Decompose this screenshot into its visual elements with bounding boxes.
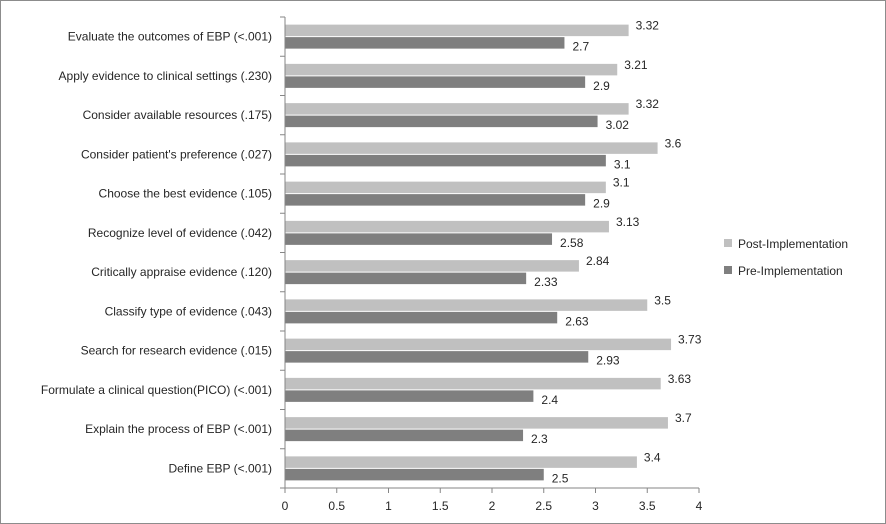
x-tick-label: 1.5 [432,499,449,513]
legend: Post-Implementation Pre-Implementation [724,237,848,278]
post-implementation-value-label: 3.32 [636,19,660,33]
category-label: Evaluate the outcomes of EBP (<.001) [68,30,272,44]
post-implementation-bar [285,220,609,233]
post-implementation-bar [285,63,618,76]
x-tick-label: 3 [592,499,599,513]
pre-implementation-value-label: 2.33 [534,275,558,289]
pre-implementation-value-label: 2.9 [593,79,610,93]
x-tick-label: 0.5 [328,499,345,513]
post-implementation-bar [285,456,637,468]
legend-swatch [724,239,732,247]
x-tick-label: 2 [489,499,496,513]
post-implementation-value-label: 3.32 [636,97,660,111]
category-label: Define EBP (<.001) [168,461,272,475]
post-implementation-value-label: 3.6 [665,136,682,150]
post-implementation-bar [285,417,668,429]
category-label: Search for research evidence (.015) [81,344,272,358]
pre-implementation-value-label: 2.5 [552,471,569,485]
category-label: Formulate a clinical question(PICO) (<.0… [41,383,272,397]
category-label: Consider patient's preference (.027) [81,147,272,161]
category-label: Critically appraise evidence (.120) [91,265,272,279]
post-implementation-bar [285,260,579,272]
post-implementation-bar [285,338,672,351]
pre-implementation-value-label: 2.7 [572,40,589,54]
post-implementation-value-label: 3.21 [624,58,648,72]
pre-implementation-value-label: 2.3 [531,432,548,446]
x-tick-label: 4 [696,499,703,513]
pre-implementation-value-label: 3.1 [614,157,631,171]
post-implementation-bar [285,142,658,154]
category-label: Consider available resources (.175) [83,108,272,122]
x-tick-label: 3.5 [639,499,656,513]
pre-implementation-bar [285,76,586,88]
x-tick-label: 0 [282,499,289,513]
pre-implementation-value-label: 2.58 [560,236,584,250]
pre-implementation-bar [285,37,565,49]
pre-implementation-value-label: 2.4 [541,393,558,407]
category-label: Apply evidence to clinical settings (.23… [59,69,272,83]
pre-implementation-bar [285,390,534,402]
pre-implementation-bar [285,468,544,481]
pre-implementation-bar [285,351,589,363]
post-implementation-value-label: 3.5 [654,293,671,307]
pre-implementation-value-label: 3.02 [606,118,630,132]
post-implementation-bar [285,181,606,194]
pre-implementation-value-label: 2.63 [565,314,589,328]
category-label: Recognize level of evidence (.042) [88,226,272,240]
post-implementation-value-label: 2.84 [586,254,610,268]
post-implementation-bar [285,299,648,311]
post-implementation-value-label: 3.4 [644,450,661,464]
pre-implementation-bar [285,311,558,324]
post-implementation-value-label: 3.7 [675,411,692,425]
plot-area: 0 0.5 1 1.5 2 2.5 3 3.5 4 Evaluate the outcomes o… [41,16,703,513]
pre-implementation-bar [285,272,527,285]
x-tick-label: 2.5 [535,499,552,513]
post-implementation-bar [285,103,629,115]
pre-implementation-bar [285,154,606,167]
category-label: Explain the process of EBP (<.001) [85,422,272,436]
pre-implementation-value-label: 2.9 [593,197,610,211]
x-tick-label: 1 [385,499,392,513]
category-label: Choose the best evidence (.105) [99,187,272,201]
post-implementation-value-label: 3.1 [613,176,630,190]
pre-implementation-value-label: 2.93 [596,354,620,368]
pre-implementation-bar [285,115,598,128]
post-implementation-value-label: 3.63 [668,372,692,386]
legend-label: Post-Implementation [738,237,848,251]
legend-label: Pre-Implementation [738,264,843,278]
legend-swatch [724,266,732,274]
category-label: Classify type of evidence (.043) [105,304,272,318]
pre-implementation-bar [285,194,586,206]
pre-implementation-bar [285,233,553,245]
post-implementation-value-label: 3.73 [678,333,702,347]
post-implementation-bar [285,377,661,390]
post-implementation-bar [285,24,629,37]
pre-implementation-bar [285,429,524,442]
post-implementation-value-label: 3.13 [616,215,640,229]
